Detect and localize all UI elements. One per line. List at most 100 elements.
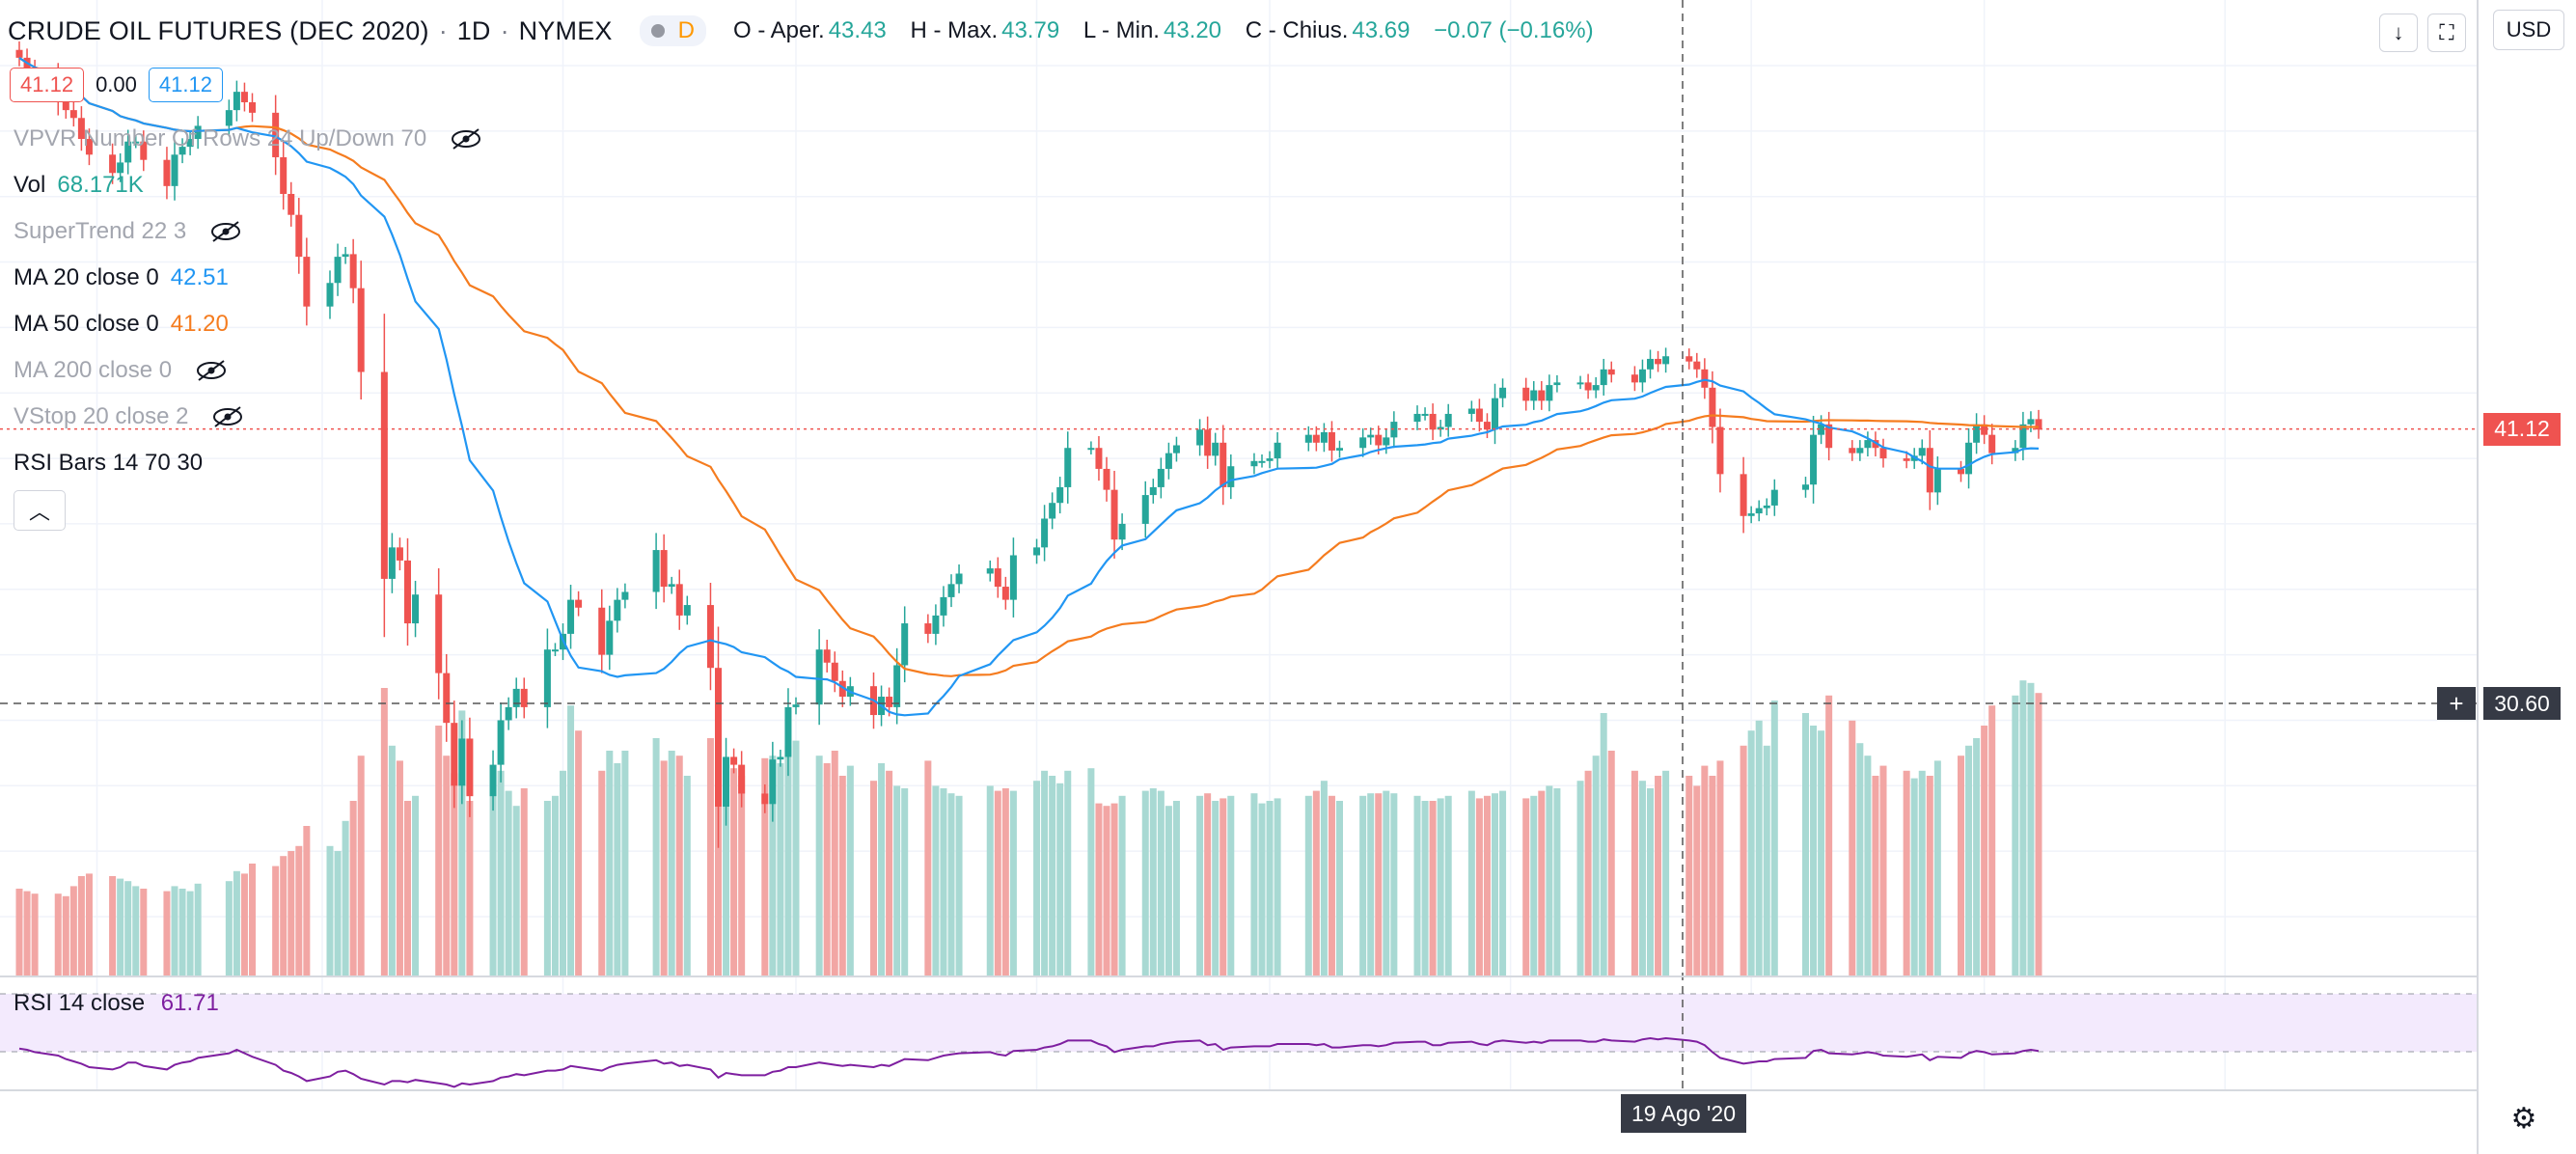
volume-bar <box>955 795 963 976</box>
ohlc-readout: O - Aper. 43.43 H - Max. 43.79 L - Min. 43.… <box>733 17 1611 44</box>
change-value: −0.07 (−0.16%) <box>1434 17 1594 43</box>
indicator-row[interactable]: RSI Bars 14 70 30 <box>14 444 214 482</box>
indicator-row[interactable]: Vol 68.171K <box>14 166 144 205</box>
candle-body <box>1041 518 1049 548</box>
candle-body <box>1141 495 1149 524</box>
candle-body <box>233 92 240 111</box>
candle-body <box>1001 587 1009 600</box>
indicator-name: RSI Bars 14 70 30 <box>14 450 204 476</box>
candle-body <box>1740 474 1747 516</box>
bid-box[interactable]: 41.12 <box>10 68 85 102</box>
volume-bar <box>1918 770 1926 976</box>
candle-body <box>1227 466 1235 487</box>
candle-body <box>1444 413 1452 427</box>
volume-bar <box>295 845 303 976</box>
volume-bar <box>1607 751 1615 976</box>
open-label: O - Aper. <box>732 17 825 43</box>
candlesticks <box>15 41 2042 848</box>
indicator-name: MA 20 close 0 <box>14 264 159 290</box>
candle-body <box>380 371 388 579</box>
volume-bar <box>1095 803 1103 976</box>
candle-body <box>489 764 497 797</box>
indicator-name: MA 50 close 0 <box>14 311 159 337</box>
volume-bar <box>1444 795 1452 976</box>
volume-bar <box>31 893 39 976</box>
interval-badge: D <box>677 17 695 43</box>
fullscreen-icon[interactable]: ⛶ <box>2427 14 2466 52</box>
volume-bar <box>117 878 124 976</box>
candle-body <box>1383 437 1390 446</box>
candle-body <box>396 547 403 561</box>
candle-body <box>1856 448 1864 453</box>
hidden-eye-icon[interactable] <box>211 405 244 428</box>
candle-body <box>1973 424 1981 443</box>
volume-bar <box>560 770 566 976</box>
volume-bar <box>567 705 575 976</box>
volume-bar <box>792 740 800 976</box>
hidden-eye-icon[interactable] <box>195 359 228 382</box>
candle-body <box>955 573 963 585</box>
candle-body <box>738 764 746 794</box>
volume-bar <box>652 738 660 976</box>
gear-icon[interactable]: ⚙ <box>2510 1103 2537 1135</box>
candle-body <box>1118 523 1126 540</box>
candle-body <box>85 138 93 155</box>
candle-body <box>838 680 846 698</box>
volume-bar <box>505 790 512 976</box>
volume-bar <box>326 845 334 976</box>
indicator-row[interactable]: VPVR Number Of Rows 24 Up/Down 70 <box>14 120 482 158</box>
arrow-down-icon[interactable]: ↓ <box>2379 14 2418 52</box>
candle-body <box>1693 361 1701 370</box>
volume-bar <box>706 738 714 976</box>
rsi-legend: RSI 14 close 61.71 <box>14 990 219 1017</box>
volume-bar <box>1437 798 1444 976</box>
hidden-eye-icon[interactable] <box>209 220 242 243</box>
volume-bar <box>163 891 171 976</box>
candle-body <box>1095 448 1103 469</box>
indicator-row[interactable]: MA 20 close 0 42.51 <box>14 259 229 297</box>
indicator-row[interactable]: VStop 20 close 2 <box>14 398 244 436</box>
high-label: H - Max. <box>910 17 999 43</box>
volume-bar <box>1429 801 1437 976</box>
ask-box[interactable]: 41.12 <box>148 68 223 102</box>
volume-bar <box>870 781 877 976</box>
candle-body <box>186 138 194 148</box>
candle-body <box>1033 547 1041 556</box>
volume-bar <box>1530 795 1538 976</box>
plus-icon[interactable]: + <box>2437 687 2476 720</box>
currency-button[interactable]: USD <box>2493 10 2564 50</box>
indicator-row[interactable]: MA 200 close 0 <box>14 351 228 390</box>
hidden-eye-icon[interactable] <box>450 127 482 151</box>
volume-bar <box>1770 701 1778 976</box>
candle-body <box>947 584 955 597</box>
volume-bar <box>1965 745 1973 976</box>
rsi-band <box>0 994 2478 1052</box>
volume-bar <box>1204 793 1212 976</box>
volume-bar <box>1810 726 1818 976</box>
volume-bar <box>1165 806 1172 976</box>
status-pill[interactable]: D <box>639 15 706 46</box>
volume-bar <box>1693 785 1701 976</box>
interval-label[interactable]: 1D <box>456 15 491 45</box>
volume-bar <box>380 688 388 976</box>
rsi-value: 61.71 <box>160 990 219 1016</box>
symbol-title[interactable]: CRUDE OIL FUTURES (DEC 2020) <box>8 15 429 45</box>
candle-body <box>940 596 947 616</box>
candle-body <box>1212 442 1219 456</box>
ma20-line <box>18 56 2040 717</box>
candle-body <box>1087 448 1095 451</box>
indicator-row[interactable]: MA 50 close 0 41.20 <box>14 305 229 343</box>
candle-body <box>1647 358 1654 370</box>
candle-body <box>1530 390 1538 401</box>
candle-body <box>140 141 148 160</box>
candle-body <box>303 257 311 307</box>
candle-body <box>1149 486 1157 496</box>
candle-body <box>1701 369 1709 388</box>
candle-body <box>1825 424 1833 449</box>
candle-body <box>451 723 458 786</box>
indicator-row[interactable]: SuperTrend 22 3 <box>14 212 242 251</box>
chart-header: CRUDE OIL FUTURES (DEC 2020) · 1D · NYME… <box>8 14 1611 48</box>
chevron-up-icon[interactable]: ︿ <box>14 490 66 531</box>
volume-bar <box>1903 770 1910 976</box>
